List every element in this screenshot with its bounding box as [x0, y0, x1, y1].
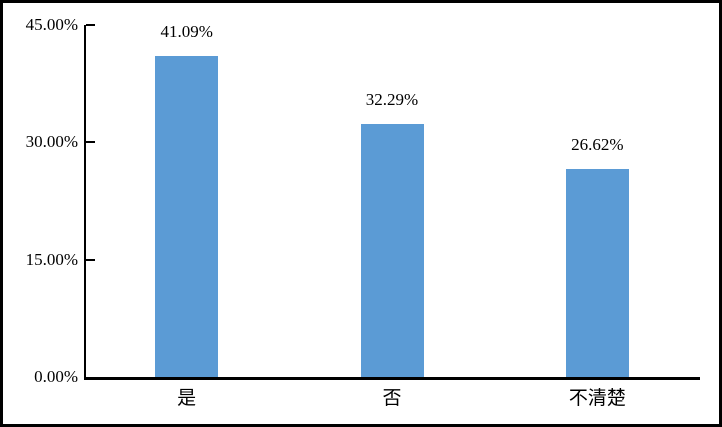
y-axis-label: 15.00%: [25, 249, 78, 269]
x-axis-line: [84, 377, 700, 380]
x-category-label: 不清楚: [568, 388, 626, 409]
x-category-label: 否: [382, 388, 402, 409]
y-axis-tick: [86, 141, 95, 144]
y-axis-tick: [86, 258, 95, 261]
y-axis-label: 30.00%: [25, 132, 78, 152]
bar-否: [360, 124, 424, 377]
y-axis-label: 0.00%: [34, 367, 78, 386]
bar-value-label: 32.29%: [365, 90, 419, 110]
x-category-label: 是: [177, 388, 197, 409]
bar-是: [155, 55, 219, 377]
bar-不清楚: [565, 168, 629, 377]
plot-area: 0.00% 15.00% 30.00% 45.00% 41.09% 是 32.29% 否 26.…: [3, 3, 719, 424]
bar-value-label: 26.62%: [571, 134, 624, 154]
y-axis-tick: [86, 24, 95, 26]
y-axis-line: [84, 25, 86, 377]
bar-value-label: 41.09%: [160, 21, 213, 41]
y-axis-label: 45.00%: [25, 15, 78, 34]
